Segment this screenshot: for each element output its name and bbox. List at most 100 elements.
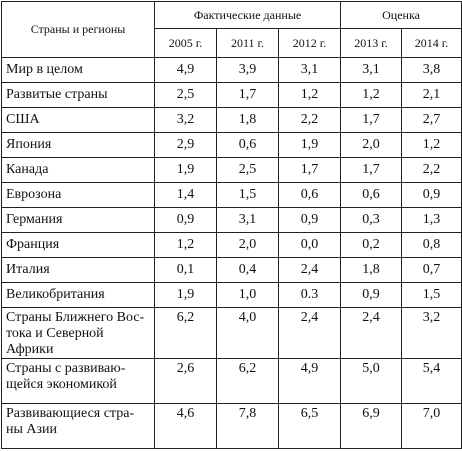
table-body: Мир в целом 4,9 3,9 3,1 3,1 3,8 Развитые стран… [1, 57, 462, 449]
value-cell: 1,2 [401, 132, 462, 158]
table-row: Страны с развиваю- щейся экономикой 2,6 6,… [1, 358, 462, 404]
value-cell: 0,6 [216, 132, 279, 158]
value-cell: 2,4 [277, 307, 342, 359]
region-cell: Франция [1, 232, 155, 258]
value-cell: 2,1 [401, 82, 462, 108]
value-cell: 0,7 [401, 257, 462, 283]
region-cell: Еврозона [1, 182, 155, 208]
value-cell: 6,5 [277, 403, 342, 449]
value-cell: 0,9 [340, 282, 403, 308]
value-cell: 1,9 [154, 157, 217, 183]
region-cell: Италия [1, 257, 155, 283]
value-cell: 6,2 [216, 358, 279, 404]
region-cell: Германия [1, 207, 155, 233]
value-cell: 2,5 [154, 82, 217, 108]
value-cell: 0,9 [401, 182, 462, 208]
value-cell: 2,0 [340, 132, 403, 158]
header-cell: Фактические данные [153, 1, 342, 29]
table-row: Еврозона 1,4 1,5 0,6 0,6 0,9 [1, 182, 462, 208]
value-cell: 0,9 [277, 207, 342, 233]
value-cell: 2,7 [401, 107, 462, 133]
region-cell: Мир в целом [1, 57, 155, 83]
table-row: Япония 2,9 0,6 1,9 2,0 1,2 [1, 132, 462, 158]
value-cell: 7,0 [401, 403, 462, 449]
region-cell: Развитые страны [1, 82, 155, 108]
table-row: Страны Ближнего Вос- тока и Северной Афр… [1, 307, 462, 359]
value-cell: 5,4 [401, 358, 462, 404]
value-cell: 3,1 [277, 57, 342, 83]
value-cell: 6,2 [154, 307, 217, 359]
value-cell: 0,1 [154, 257, 217, 283]
value-cell: 1,8 [340, 257, 403, 283]
value-cell: 1,5 [216, 182, 279, 208]
table-row: Франция 1,2 2,0 0,0 0,2 0,8 [1, 232, 462, 258]
value-cell: 3,2 [154, 107, 217, 133]
value-cell: 1,9 [154, 282, 217, 308]
value-cell: 3,8 [401, 57, 462, 83]
value-cell: 1,7 [216, 82, 279, 108]
value-cell: 3,1 [216, 207, 279, 233]
value-cell: 1,2 [154, 232, 217, 258]
table-row: Развивающиеся стра- ны Азии 4,6 7,8 6,5 6,9 7… [1, 403, 462, 449]
year-header: 2005 г. [154, 28, 217, 58]
header-row: Страны и регионы Фактические данные Оцен… [1, 1, 462, 58]
value-cell: 1,5 [401, 282, 462, 308]
region-cell: Страны Ближнего Вос- тока и Северной Афр… [1, 307, 155, 359]
value-cell: 2,5 [216, 157, 279, 183]
value-cell: 1,2 [277, 82, 342, 108]
table-row: США 3,2 1,8 2,2 1,7 2,7 [1, 107, 462, 133]
value-cell: 0,8 [401, 232, 462, 258]
region-cell: Канада [1, 157, 155, 183]
value-cell: 0,2 [340, 232, 403, 258]
table-row: Италия 0,1 0,4 2,4 1,8 0,7 [1, 257, 462, 283]
year-header: 2011 г. [216, 28, 279, 58]
value-cell: 5,0 [340, 358, 403, 404]
value-cell: 6,9 [340, 403, 403, 449]
value-cell: 1,3 [401, 207, 462, 233]
header-row: 2005 г. 2011 г. 2012 г. 2013 г. 2014 г. [2, 28, 462, 58]
value-cell: 1,7 [277, 157, 342, 183]
value-cell: 3,1 [340, 57, 403, 83]
region-cell: США [1, 107, 155, 133]
region-cell: Япония [1, 132, 155, 158]
value-cell: 1,2 [340, 82, 403, 108]
table-row: Великобритания 1,9 1,0 0.3 0,9 1,5 [1, 282, 462, 308]
value-cell: 1,7 [340, 157, 403, 183]
header-cell: Страны и регионы [1, 1, 155, 58]
value-cell: 0.3 [277, 282, 342, 308]
value-cell: 3,9 [216, 57, 279, 83]
value-cell: 2,4 [340, 307, 403, 359]
value-cell: 1,0 [216, 282, 279, 308]
header-cell: Оценка [340, 1, 462, 29]
value-cell: 4,9 [277, 358, 342, 404]
table-row: Мир в целом 4,9 3,9 3,1 3,1 3,8 [1, 57, 462, 83]
value-cell: 2,9 [154, 132, 217, 158]
year-header: 2014 г. [401, 28, 462, 58]
value-cell: 0,0 [277, 232, 342, 258]
value-cell: 1,8 [216, 107, 279, 133]
value-cell: 0,4 [216, 257, 279, 283]
value-cell: 2,2 [401, 157, 462, 183]
value-cell: 1,7 [340, 107, 403, 133]
value-cell: 3,2 [401, 307, 462, 359]
value-cell: 4,0 [216, 307, 279, 359]
value-cell: 4,9 [154, 57, 217, 83]
value-cell: 0,6 [277, 182, 342, 208]
value-cell: 2,6 [154, 358, 217, 404]
value-cell: 4,6 [154, 403, 217, 449]
value-cell: 0,9 [154, 207, 217, 233]
value-cell: 2,2 [277, 107, 342, 133]
value-cell: 2,4 [277, 257, 342, 283]
region-cell: Великобритания [1, 282, 155, 308]
table-row: Развитые страны 2,5 1,7 1,2 1,2 2,1 [1, 82, 462, 108]
value-cell: 0,6 [340, 182, 403, 208]
value-cell: 7,8 [216, 403, 279, 449]
value-cell: 1,4 [154, 182, 217, 208]
year-header: 2012 г. [277, 28, 342, 58]
region-cell: Страны с развиваю- щейся экономикой [1, 358, 155, 404]
value-cell: 2,0 [216, 232, 279, 258]
year-header: 2013 г. [340, 28, 403, 58]
region-cell: Развивающиеся стра- ны Азии [1, 403, 155, 449]
